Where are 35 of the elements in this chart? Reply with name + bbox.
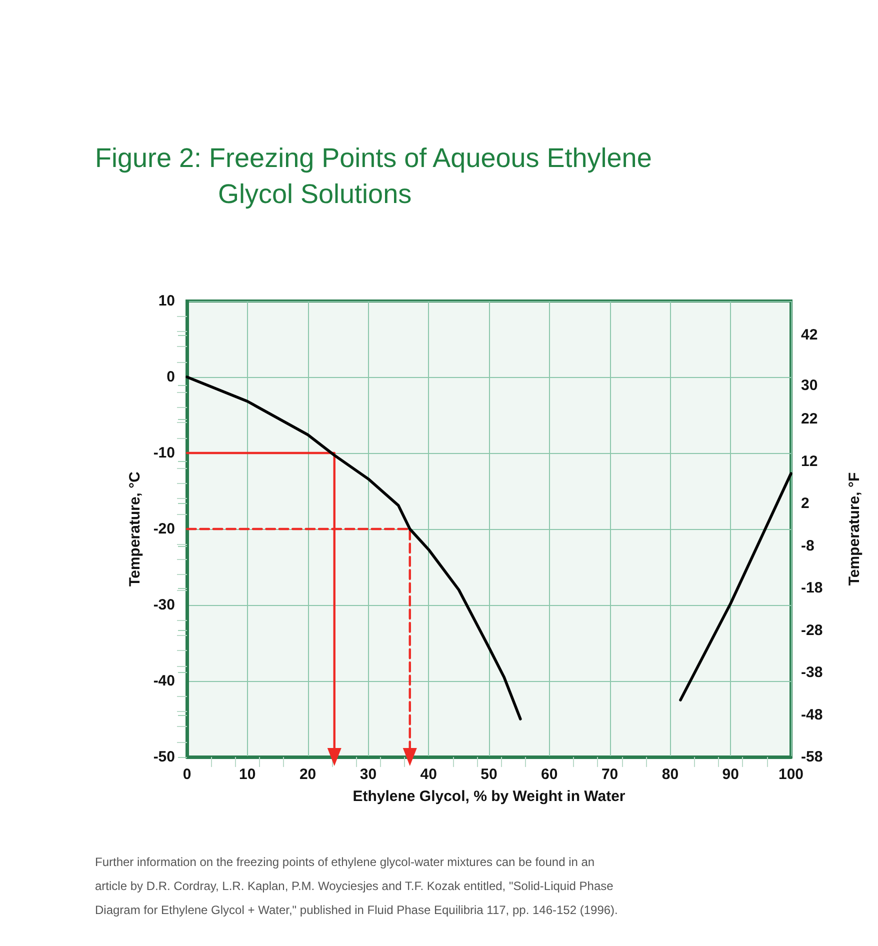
x-tick-label: 60 (541, 766, 558, 783)
y-tick-label: -40 (153, 672, 175, 690)
y2-tick-label: -38 (801, 664, 823, 682)
y2-tick-label: 2 (801, 495, 810, 512)
x-tick-label: 0 (182, 766, 192, 783)
y-axis-title: Temperature, °C (126, 471, 144, 586)
y-tick-label: 10 (158, 292, 175, 310)
x-tick-label: 20 (299, 766, 316, 783)
x-axis-title: Ethylene Glycol, % by Weight in Water (352, 788, 626, 805)
y2-tick-label: -8 (801, 537, 814, 554)
y2-tick-label: -18 (801, 580, 823, 597)
x-tick-label: 30 (360, 766, 377, 783)
x-tick-label: 50 (480, 766, 498, 783)
y-tick-label: -30 (153, 596, 175, 614)
y-tick-label: -50 (153, 748, 175, 766)
y-tick-label: -10 (153, 444, 175, 462)
y2-tick-label: 12 (801, 452, 818, 470)
y2-axis-title: Temperature, °F (846, 472, 863, 586)
text: Further information on the freezing points of ethylene glycol-water mixtures can be found in an article by D.R. Cordray, L.R. Kaplan, P.M. Woyciesjes and T.F. Kozak entitled, "Solid-Liquid Phase Diagram for Ethylene Glycol + Water," published in Fluid Phase Equilibria 117, pp. 146-152 (1996). (95, 854, 619, 919)
y-tick-label: -20 (153, 520, 175, 538)
x-tick-label: 90 (722, 766, 739, 783)
y2-tick-label: -58 (801, 748, 823, 766)
x-tick-label: 10 (239, 766, 256, 783)
y-tick-label: 0 (166, 368, 175, 386)
chart-title: Figure 2: Freezing Points of Aqueous Ethylene Glycol Solutions (95, 142, 653, 211)
line-series (186, 376, 522, 720)
y2-tick-label: -28 (801, 622, 823, 639)
y2-tick-label: 42 (801, 326, 818, 344)
x-tick-label: 40 (420, 766, 437, 783)
x-tick-label: 100 (778, 766, 804, 783)
y2-tick-label: 30 (801, 376, 818, 394)
x-tick-label: 80 (662, 766, 679, 783)
x-tick-label: 70 (601, 766, 618, 783)
y2-tick-label: -48 (801, 706, 823, 724)
y2-tick-label: 22 (801, 410, 818, 428)
